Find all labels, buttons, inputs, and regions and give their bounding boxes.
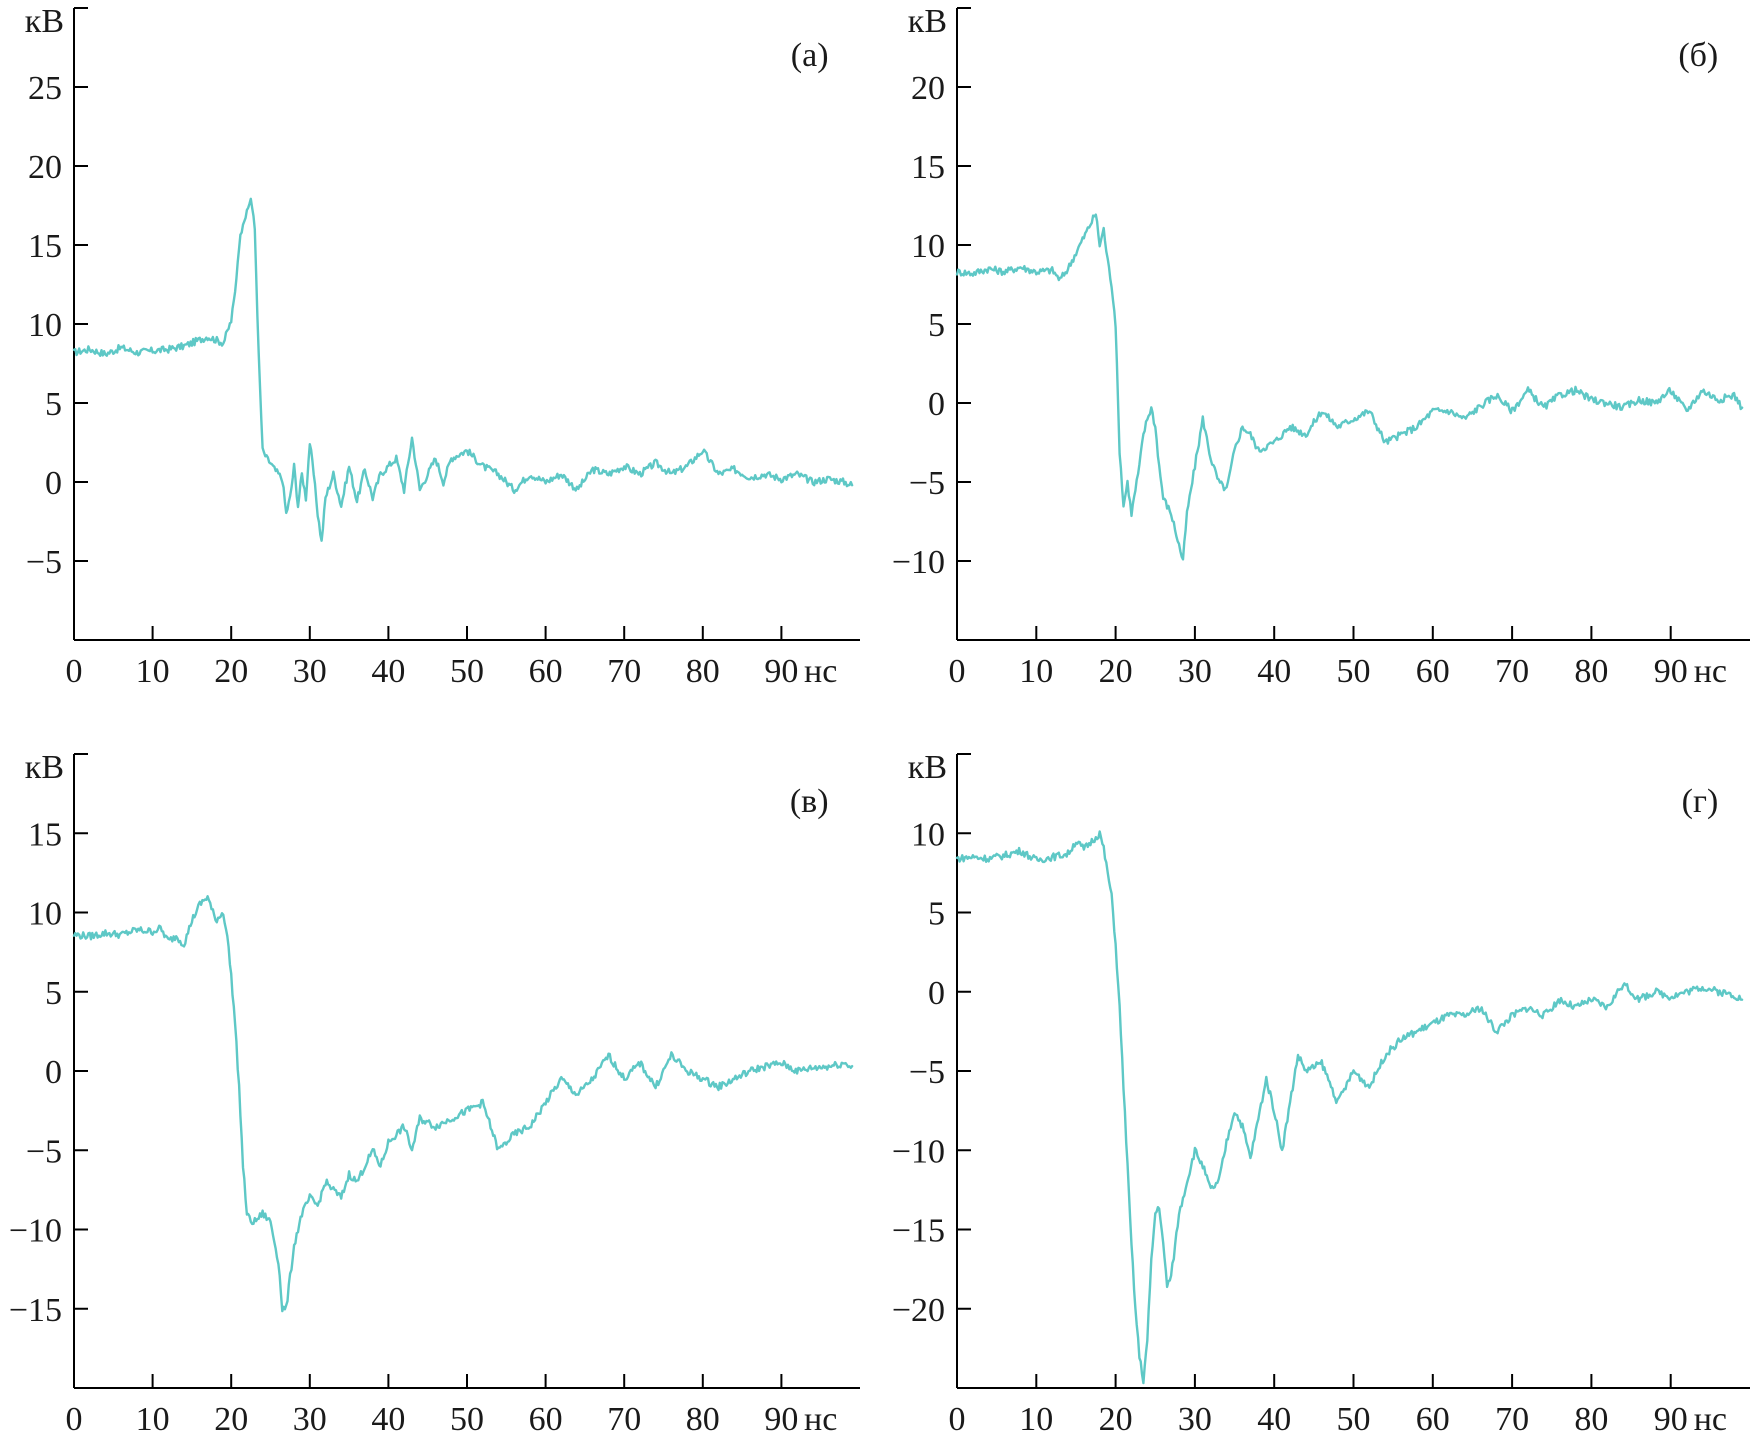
y-tick-label: 5 bbox=[928, 896, 945, 933]
y-tick-label: 15 bbox=[28, 228, 62, 265]
x-tick-label: 90 bbox=[1654, 1401, 1688, 1438]
x-tick-label: 90 bbox=[1654, 653, 1688, 690]
y-unit-label: кВ bbox=[908, 3, 947, 40]
y-tick-label: 10 bbox=[911, 816, 945, 853]
x-tick-label: 30 bbox=[1178, 653, 1212, 690]
y-tick-label: 20 bbox=[28, 149, 62, 186]
x-tick-label: 30 bbox=[293, 1401, 327, 1438]
x-tick-label: 70 bbox=[607, 1401, 641, 1438]
y-tick-label: −5 bbox=[909, 1054, 945, 1091]
x-tick-label: 10 bbox=[136, 653, 170, 690]
x-tick-label: 40 bbox=[371, 1401, 405, 1438]
x-tick-label: 40 bbox=[1257, 1401, 1291, 1438]
x-tick-label: 80 bbox=[686, 653, 720, 690]
x-tick-label: 70 bbox=[1495, 653, 1529, 690]
y-tick-label: 5 bbox=[45, 975, 62, 1012]
x-tick-label: 10 bbox=[1019, 653, 1053, 690]
x-tick-label: 30 bbox=[1178, 1401, 1212, 1438]
x-tick-label: 90 bbox=[764, 653, 798, 690]
y-tick-label: −15 bbox=[892, 1213, 945, 1250]
y-tick-label: 5 bbox=[45, 386, 62, 423]
y-tick-label: 20 bbox=[911, 70, 945, 107]
x-tick-label: 50 bbox=[450, 653, 484, 690]
x-tick-label: 0 bbox=[66, 1401, 83, 1438]
y-tick-label: −5 bbox=[26, 1133, 62, 1170]
x-unit-label: нс bbox=[1694, 653, 1727, 690]
x-tick-label: 20 bbox=[1099, 653, 1133, 690]
y-tick-label: −20 bbox=[892, 1292, 945, 1329]
x-tick-label: 20 bbox=[1099, 1401, 1133, 1438]
x-unit-label: нс bbox=[804, 653, 837, 690]
trace-line bbox=[72, 197, 854, 542]
x-tick-label: 60 bbox=[529, 653, 563, 690]
x-tick-label: 40 bbox=[1257, 653, 1291, 690]
x-tick-label: 60 bbox=[1416, 1401, 1450, 1438]
x-tick-label: 20 bbox=[214, 653, 248, 690]
x-unit-label: нс bbox=[804, 1401, 837, 1438]
x-tick-label: 30 bbox=[293, 653, 327, 690]
x-tick-label: 50 bbox=[1337, 1401, 1371, 1438]
y-tick-label: 15 bbox=[28, 816, 62, 853]
chart-panel-c: −15 −10 −5 0 5 10 15 0 10 20 30 40 50 60 70 80 90 кВ нс (в) bbox=[9, 749, 860, 1438]
x-tick-label: 80 bbox=[686, 1401, 720, 1438]
chart-panel-a: −5 0 5 10 15 20 25 0 10 20 30 40 50 60 70 80 90 кВ нс (а) bbox=[25, 3, 860, 690]
y-tick-label: 0 bbox=[928, 386, 945, 423]
y-tick-label: −5 bbox=[26, 544, 62, 581]
y-tick-label: 10 bbox=[28, 896, 62, 933]
x-tick-label: 0 bbox=[949, 1401, 966, 1438]
y-unit-label: кВ bbox=[908, 749, 947, 786]
x-tick-label: 60 bbox=[529, 1401, 563, 1438]
y-tick-label: −15 bbox=[9, 1292, 62, 1329]
y-tick-label: 0 bbox=[45, 1054, 62, 1091]
y-tick-label: 5 bbox=[928, 307, 945, 344]
chart-panel-d: −20 −15 −10 −5 0 5 10 0 10 20 30 40 50 60 70 80 90 кВ нс (г… bbox=[892, 749, 1750, 1438]
x-tick-label: 60 bbox=[1416, 653, 1450, 690]
trace-line bbox=[72, 895, 854, 1313]
x-tick-label: 10 bbox=[1019, 1401, 1053, 1438]
y-tick-label: −10 bbox=[892, 1133, 945, 1170]
panel-label-c: (в) bbox=[790, 783, 829, 820]
x-tick-label: 50 bbox=[1337, 653, 1371, 690]
y-tick-label: 15 bbox=[911, 149, 945, 186]
chart-panel-b: −10 −5 0 5 10 15 20 0 10 20 30 40 50 60 70 80 90 кВ нс (б) bbox=[892, 3, 1750, 690]
trace-line bbox=[955, 830, 1744, 1385]
y-tick-label: −5 bbox=[909, 465, 945, 502]
x-tick-label: 0 bbox=[66, 653, 83, 690]
trace-line bbox=[955, 213, 1744, 561]
x-tick-label: 90 bbox=[764, 1401, 798, 1438]
y-tick-label: 0 bbox=[928, 975, 945, 1012]
panel-label-d: (г) bbox=[1682, 783, 1719, 820]
y-tick-label: −10 bbox=[9, 1213, 62, 1250]
y-tick-label: 10 bbox=[911, 228, 945, 265]
y-tick-label: 25 bbox=[28, 70, 62, 107]
x-tick-label: 80 bbox=[1574, 653, 1608, 690]
y-unit-label: кВ bbox=[25, 749, 64, 786]
x-tick-label: 50 bbox=[450, 1401, 484, 1438]
x-tick-label: 10 bbox=[136, 1401, 170, 1438]
y-tick-label: 0 bbox=[45, 465, 62, 502]
panel-label-b: (б) bbox=[1678, 37, 1718, 74]
panel-label-a: (а) bbox=[791, 37, 829, 74]
x-tick-label: 70 bbox=[1495, 1401, 1529, 1438]
x-tick-label: 0 bbox=[949, 653, 966, 690]
y-tick-label: 10 bbox=[28, 307, 62, 344]
x-tick-label: 80 bbox=[1574, 1401, 1608, 1438]
y-unit-label: кВ bbox=[25, 3, 64, 40]
x-tick-label: 70 bbox=[607, 653, 641, 690]
y-tick-label: −10 bbox=[892, 544, 945, 581]
x-tick-label: 20 bbox=[214, 1401, 248, 1438]
x-tick-label: 40 bbox=[371, 653, 405, 690]
x-unit-label: нс bbox=[1694, 1401, 1727, 1438]
